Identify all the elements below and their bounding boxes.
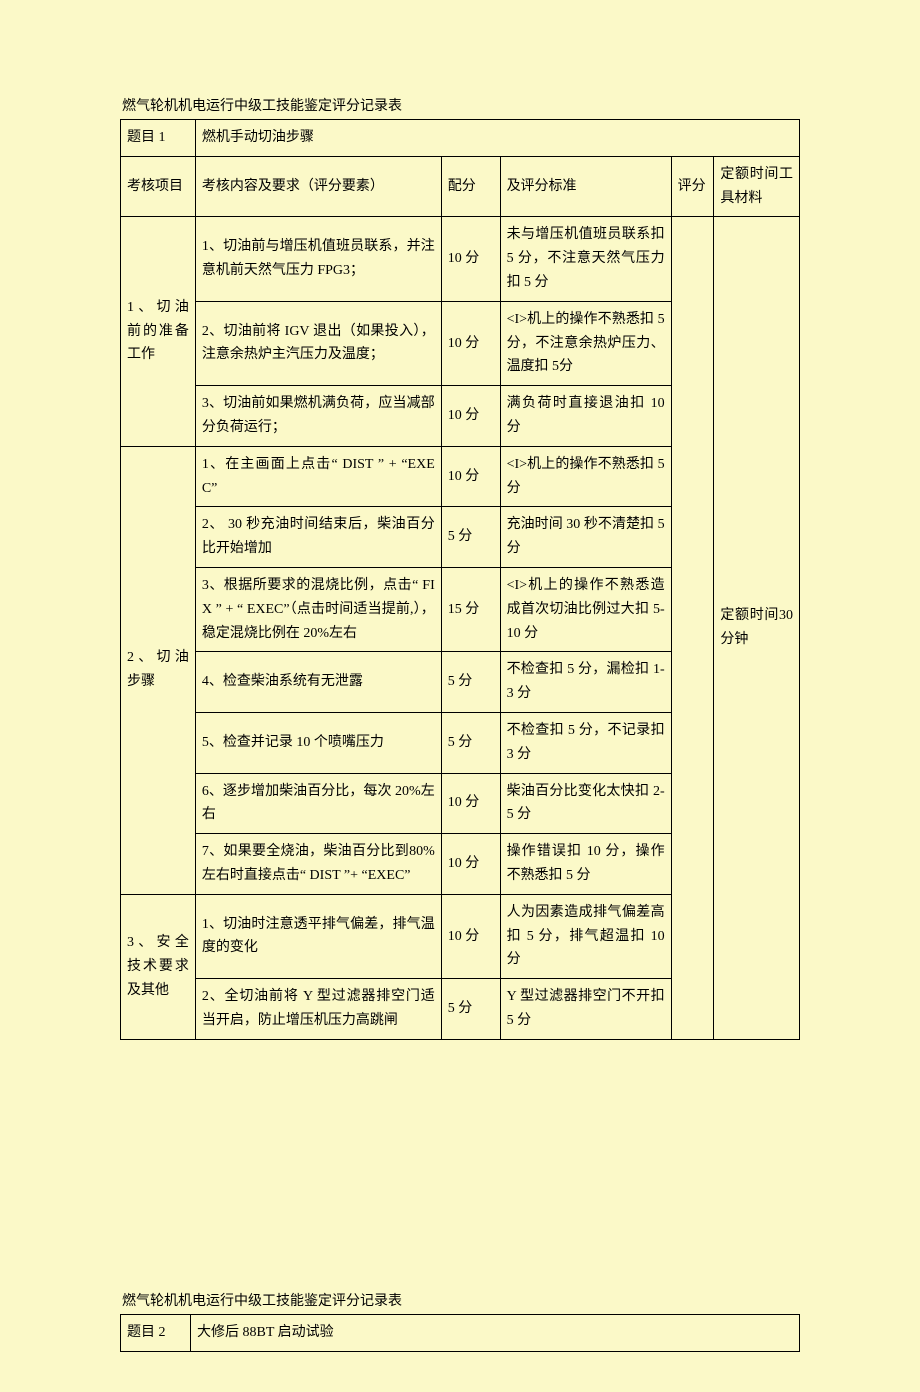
cell-content: 1、切油时注意透平排气偏差，排气温度的变化	[195, 894, 441, 978]
cell-points: 10 分	[441, 301, 500, 385]
cell-criteria: <I>机上的操作不熟悉扣 5 分，不注意余热炉压力、温度扣 5分	[500, 301, 671, 385]
score-column	[671, 217, 714, 1039]
cell-content: 5、检查并记录 10 个喷嘴压力	[195, 712, 441, 773]
assessment-table-2: 题目 2 大修后 88BT 启动试验	[120, 1314, 800, 1352]
cell-criteria: 满负荷时直接退油扣 10 分	[500, 386, 671, 447]
header-content: 考核内容及要求（评分要素）	[195, 156, 441, 217]
cell-criteria: 操作错误扣 10 分，操作不熟悉扣 5 分	[500, 834, 671, 895]
cell-points: 15 分	[441, 567, 500, 651]
cell-points: 5 分	[441, 979, 500, 1040]
cell-criteria: <I>机上的操作不熟悉造成首次切油比例过大扣 5-10 分	[500, 567, 671, 651]
header-score: 评分	[671, 156, 714, 217]
section-name: 1、切油前的准备工作	[121, 217, 196, 446]
section-name: 2、切油步骤	[121, 446, 196, 894]
cell-criteria: 不检查扣 5 分，不记录扣 3 分	[500, 712, 671, 773]
header-points: 配分	[441, 156, 500, 217]
cell-criteria: 充油时间 30 秒不清楚扣 5 分	[500, 507, 671, 568]
cell-content: 3、根据所要求的混烧比例，点击“ FIX ” + “ EXEC”（点击时间适当提…	[195, 567, 441, 651]
cell-points: 10 分	[441, 217, 500, 301]
cell-content: 2、切油前将 IGV 退出（如果投入），注意余热炉主汽压力及温度；	[195, 301, 441, 385]
page-spacer	[120, 1040, 800, 1290]
cell-points: 5 分	[441, 507, 500, 568]
cell-content: 3、切油前如果燃机满负荷，应当减部分负荷运行；	[195, 386, 441, 447]
table2-title: 燃气轮机机电运行中级工技能鉴定评分记录表	[122, 1290, 800, 1310]
cell-content: 1、切油前与增压机值班员联系，并注意机前天然气压力 FPG3；	[195, 217, 441, 301]
topic-label: 题目 2	[121, 1314, 191, 1351]
cell-points: 10 分	[441, 834, 500, 895]
cell-points: 10 分	[441, 446, 500, 507]
table-row: 题目 2 大修后 88BT 启动试验	[121, 1314, 800, 1351]
topic-label: 题目 1	[121, 120, 196, 157]
table1-title: 燃气轮机机电运行中级工技能鉴定评分记录表	[122, 95, 800, 115]
cell-criteria: 柴油百分比变化太快扣 2-5 分	[500, 773, 671, 834]
cell-points: 5 分	[441, 652, 500, 713]
assessment-table-1: 题目 1 燃机手动切油步骤 考核项目 考核内容及要求（评分要素） 配分 及评分标…	[120, 119, 800, 1040]
cell-points: 5 分	[441, 712, 500, 773]
cell-content: 4、检查柴油系统有无泄露	[195, 652, 441, 713]
topic-value: 燃机手动切油步骤	[195, 120, 799, 157]
cell-content: 2、全切油前将 Y 型过滤器排空门适当开启，防止增压机压力高跳闸	[195, 979, 441, 1040]
table-row: 题目 1 燃机手动切油步骤	[121, 120, 800, 157]
cell-content: 2、 30 秒充油时间结束后，柴油百分比开始增加	[195, 507, 441, 568]
header-criteria: 及评分标准	[500, 156, 671, 217]
cell-criteria: <I>机上的操作不熟悉扣 5 分	[500, 446, 671, 507]
cell-criteria: 人为因素造成排气偏差高扣 5 分，排气超温扣 10 分	[500, 894, 671, 978]
time-note: 定额时间30 分钟	[714, 217, 800, 1039]
cell-content: 6、逐步增加柴油百分比，每次 20%左右	[195, 773, 441, 834]
cell-criteria: 不检查扣 5 分，漏检扣 1-3 分	[500, 652, 671, 713]
cell-points: 10 分	[441, 773, 500, 834]
cell-points: 10 分	[441, 386, 500, 447]
cell-content: 7、如果要全烧油，柴油百分比到80%左右时直接点击“ DIST ”+ “EXEC…	[195, 834, 441, 895]
cell-criteria: 未与增压机值班员联系扣 5 分，不注意天然气压力扣 5 分	[500, 217, 671, 301]
table-row: 考核项目 考核内容及要求（评分要素） 配分 及评分标准 评分 定额时间工具材料	[121, 156, 800, 217]
header-item: 考核项目	[121, 156, 196, 217]
topic-value: 大修后 88BT 启动试验	[191, 1314, 800, 1351]
section-name: 3、安全技术要求及其他	[121, 894, 196, 1039]
cell-criteria: Y 型过滤器排空门不开扣 5 分	[500, 979, 671, 1040]
cell-points: 10 分	[441, 894, 500, 978]
cell-content: 1、在主画面上点击“ DIST ” + “EXEC”	[195, 446, 441, 507]
table-row: 1、切油前的准备工作 1、切油前与增压机值班员联系，并注意机前天然气压力 FPG…	[121, 217, 800, 301]
header-time: 定额时间工具材料	[714, 156, 800, 217]
